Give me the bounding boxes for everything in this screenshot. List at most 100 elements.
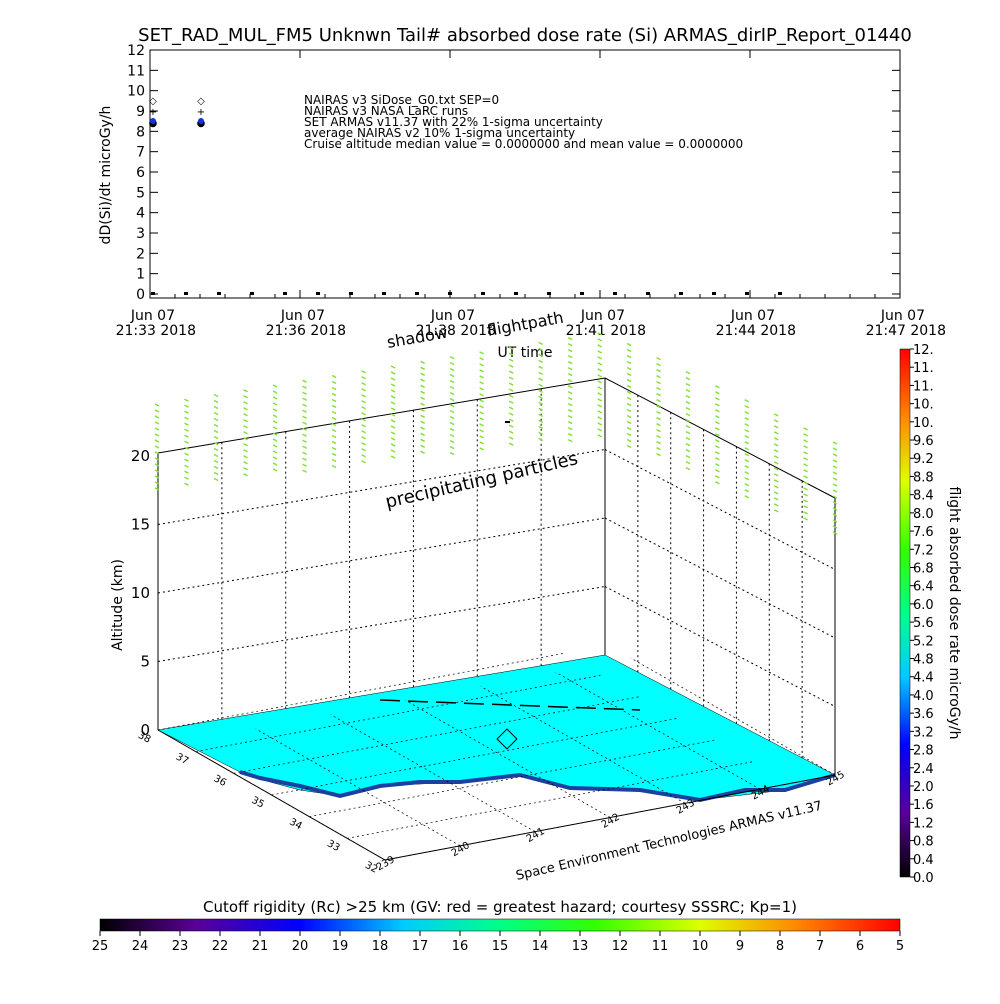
particle-mark (184, 422, 189, 426)
particle-mark (272, 414, 278, 418)
particle-mark (773, 449, 779, 453)
particle-mark (508, 382, 514, 386)
colorbar-tick-label: 8 (776, 939, 784, 954)
particle-mark (420, 408, 425, 412)
particle-mark (508, 394, 514, 398)
particle-mark (184, 440, 189, 444)
ground-gridline (233, 696, 639, 774)
particle-mark (361, 370, 366, 374)
particle-mark (538, 419, 543, 423)
particle-mark (420, 378, 425, 382)
ground-gridline (157, 653, 564, 731)
particle-mark (715, 451, 720, 455)
particle-mark (272, 444, 278, 448)
particle-mark (715, 391, 720, 395)
colorbar-tick-label: 24 (132, 939, 149, 954)
data-point (415, 292, 419, 295)
particle-mark (361, 418, 366, 422)
particle-mark (626, 378, 632, 383)
particle-mark (597, 362, 603, 366)
legend-symbol: ◇ (149, 96, 157, 107)
y-axis-label: dD(Si)/dt microGy/h (98, 106, 114, 245)
y-tick-label: 5 (136, 185, 145, 201)
particle-mark (154, 415, 160, 419)
latitude-tick-label: 34 (287, 817, 303, 833)
colorbar-tick-label: 9 (736, 939, 744, 954)
particle-mark (272, 450, 278, 454)
latitude-tick-label: 37 (174, 752, 190, 768)
colorbar-tick-label: 10. (913, 416, 934, 431)
particle-mark (479, 447, 484, 451)
particle-mark (626, 396, 632, 401)
particle-mark (420, 390, 425, 394)
particle-mark (538, 371, 543, 375)
particle-mark (538, 431, 543, 435)
particle-mark (715, 463, 720, 467)
particle-mark (361, 442, 366, 446)
particle-mark (803, 499, 808, 503)
particle-mark (272, 390, 278, 394)
particle-mark (685, 389, 691, 393)
particle-mark (715, 403, 720, 407)
particle-mark (773, 437, 779, 441)
colorbar-tick-label: 25 (92, 939, 109, 954)
particle-mark (597, 386, 603, 390)
particle-mark (302, 415, 307, 419)
particle-mark (508, 412, 514, 416)
particle-mark (449, 445, 455, 450)
particle-mark (773, 485, 779, 489)
particle-mark (685, 455, 691, 459)
particle-mark (302, 421, 307, 425)
particle-mark (390, 383, 396, 387)
particle-mark (803, 517, 808, 521)
altitude-tick-label: 0 (140, 721, 150, 739)
particle-mark (184, 470, 189, 474)
ground-edge (384, 774, 836, 861)
particle-mark (773, 479, 779, 483)
particle-mark (361, 394, 366, 398)
particle-mark (597, 350, 603, 354)
particle-mark (685, 407, 691, 411)
legend-symbol: ◇ (197, 96, 205, 107)
particle-mark (449, 439, 455, 444)
colorbar-tick-label: 6.8 (913, 561, 934, 576)
particle-mark (744, 459, 750, 463)
location-marker (496, 728, 518, 750)
particle-mark (803, 469, 808, 473)
data-point (547, 292, 551, 295)
colorbar-tick-label: 3.2 (913, 725, 934, 740)
particle-mark (243, 437, 248, 441)
shadow-annotation: shadow (385, 323, 449, 352)
colorbar-tick-label: 5.2 (913, 634, 934, 649)
data-point (613, 292, 617, 295)
particle-mark (184, 428, 189, 432)
particle-mark (538, 359, 543, 363)
particle-mark (213, 441, 219, 446)
particle-mark (479, 417, 484, 421)
particle-mark (508, 388, 514, 392)
particle-mark (744, 441, 750, 445)
particle-mark (154, 445, 160, 449)
particle-mark (744, 465, 750, 469)
ground-gridline (630, 657, 836, 776)
data-point (514, 292, 518, 295)
particle-mark (479, 351, 484, 355)
wall-gridline (157, 449, 606, 525)
colorbar-label: Cutoff rigidity (Rc) >25 km (GV: red = g… (203, 898, 797, 916)
particle-mark (479, 381, 484, 385)
particle-mark (272, 432, 278, 436)
particle-mark (567, 354, 573, 359)
colorbar-tick-label: 12. (913, 343, 934, 358)
particle-mark (420, 426, 425, 430)
colorbar-tick-label: 0.8 (913, 835, 934, 850)
particle-mark (803, 481, 808, 485)
colorbar-tick-label: 11. (913, 379, 934, 394)
particle-mark (420, 402, 425, 406)
particle-mark (479, 375, 484, 379)
particle-mark (390, 443, 396, 447)
particle-mark (597, 428, 603, 432)
particle-mark (272, 426, 278, 430)
colorbar-tick-label: 6.0 (913, 598, 934, 613)
